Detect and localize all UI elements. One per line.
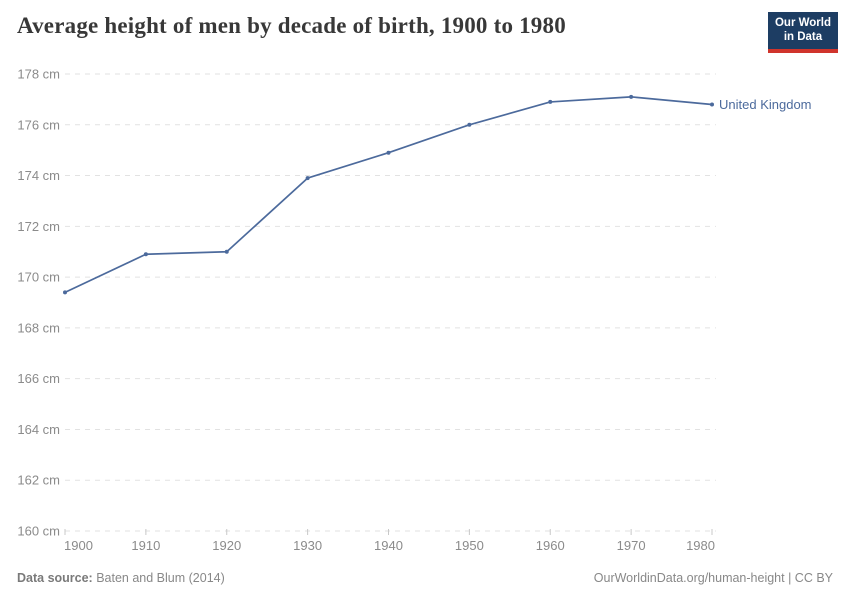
x-axis-tick-label: 1980 xyxy=(686,538,715,553)
data-point xyxy=(467,122,472,127)
x-axis-tick-label: 1950 xyxy=(455,538,484,553)
y-axis-tick-label: 176 cm xyxy=(17,117,60,132)
chart-title: Average height of men by decade of birth… xyxy=(17,13,566,38)
y-axis-tick-label: 164 cm xyxy=(17,422,60,437)
y-axis-tick-label: 168 cm xyxy=(17,320,60,335)
x-axis-tick-label: 1920 xyxy=(212,538,241,553)
data-source-label: Data source: xyxy=(17,571,93,585)
x-axis-tick-label: 1940 xyxy=(374,538,403,553)
x-axis-tick-label: 1930 xyxy=(293,538,322,553)
data-point xyxy=(548,99,553,104)
owid-logo-line1: Our World xyxy=(774,17,831,29)
owid-logo[interactable]: Our World in Data xyxy=(767,12,838,53)
x-axis-tick-label: 1910 xyxy=(131,538,160,553)
y-axis-tick-label: 166 cm xyxy=(17,371,60,386)
series-line xyxy=(64,95,713,294)
data-source-value: Baten and Blum (2014) xyxy=(96,571,225,585)
y-axis-tick-label: 172 cm xyxy=(17,219,60,234)
data-point xyxy=(386,150,391,155)
y-axis-tick-label: 162 cm xyxy=(17,473,60,488)
data-point xyxy=(143,252,148,257)
data-point xyxy=(305,176,310,181)
data-point xyxy=(629,94,634,99)
owid-logo-line2: in Data xyxy=(783,30,823,43)
series-end-label: United Kingdom xyxy=(719,97,812,112)
attribution-link[interactable]: OurWorldinData.org/human-height | CC BY xyxy=(593,571,833,585)
data-point xyxy=(224,249,229,254)
y-axis-tick-label: 170 cm xyxy=(17,270,60,285)
data-point xyxy=(710,102,714,107)
y-axis-tick-label: 160 cm xyxy=(17,524,60,539)
data-source-note: Data source: Baten and Blum (2014) xyxy=(17,571,225,585)
y-axis-tick-label: 174 cm xyxy=(17,168,60,183)
x-axis-tick-label: 1900 xyxy=(64,538,93,553)
y-axis-tick-label: 178 cm xyxy=(17,67,60,82)
x-axis-tick-label: 1970 xyxy=(617,538,646,553)
data-point xyxy=(63,290,67,295)
x-axis-tick-label: 1960 xyxy=(536,538,565,553)
